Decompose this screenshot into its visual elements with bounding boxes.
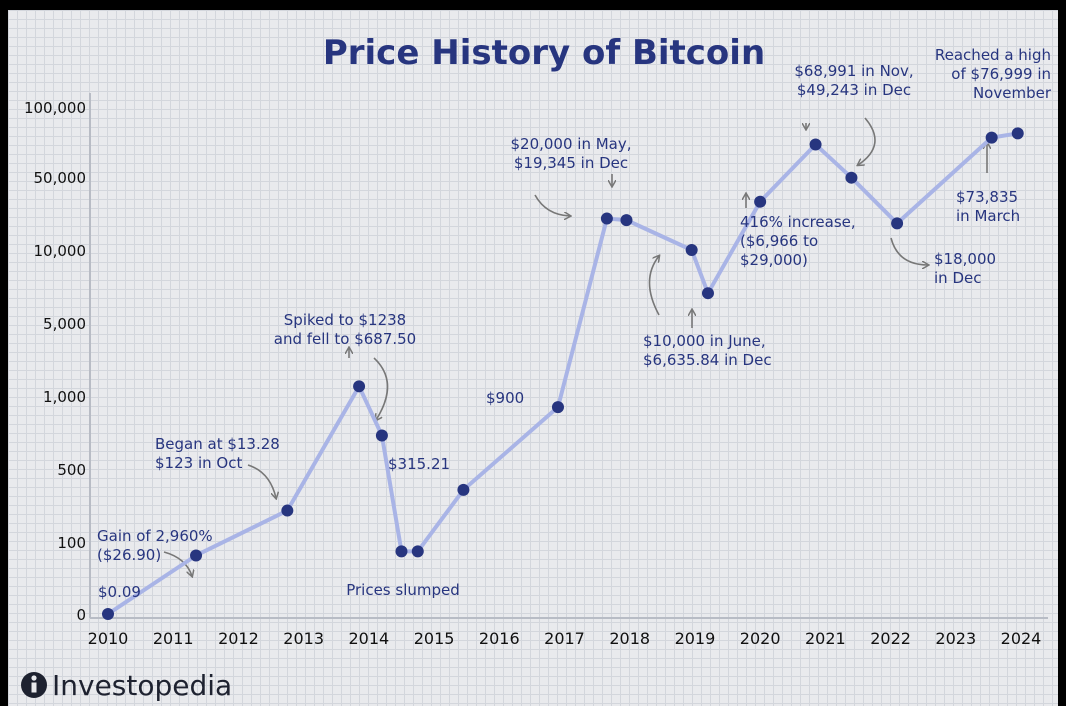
data-point <box>411 545 424 558</box>
x-tick-label: 2022 <box>870 629 911 648</box>
x-tick-label: 2012 <box>218 629 259 648</box>
data-point <box>375 429 388 442</box>
annotation-label: $315.21 <box>388 455 450 473</box>
data-point <box>353 380 366 393</box>
x-tick-label: 2011 <box>153 629 194 648</box>
data-point <box>845 171 858 184</box>
x-tick-labels: 2010 2011 2012 2013 2014 2015 2016 2017 2018 2019… <box>88 629 1042 648</box>
data-point <box>281 504 294 517</box>
x-tick-label: 2019 <box>675 629 716 648</box>
annotation-label: $73,835 in March <box>956 188 1020 225</box>
x-tick-label: 2010 <box>88 629 129 648</box>
y-tick-labels: 100,000 50,000 10,000 5,000 1,000 500 100 0 <box>24 99 86 624</box>
data-point <box>395 545 408 558</box>
x-tick-label: 2014 <box>348 629 389 648</box>
y-tick-label: 0 <box>76 606 86 624</box>
annotation-label: Reached a high of $76,999 in November <box>935 46 1052 102</box>
y-tick-label: 5,000 <box>43 315 86 333</box>
x-tick-label: 2017 <box>544 629 585 648</box>
data-point <box>809 138 822 151</box>
annotation-arrow <box>648 256 660 316</box>
x-tick-label: 2024 <box>1001 629 1042 648</box>
brand-name: Investopedia <box>52 669 232 702</box>
annotation-arrow <box>247 464 276 498</box>
annotation-label: $10,000 in June, $6,635.84 in Dec <box>643 332 772 369</box>
x-tick-label: 2020 <box>740 629 781 648</box>
y-tick-label: 100 <box>57 534 86 552</box>
annotation-label: $900 <box>486 389 524 407</box>
data-point <box>891 217 904 230</box>
annotation-arrow <box>858 117 876 165</box>
x-tick-label: 2018 <box>609 629 650 648</box>
annotation-label: Prices slumped <box>346 581 460 599</box>
data-point <box>985 131 998 144</box>
annotation-label: $68,991 in Nov, $49,243 in Dec <box>794 62 913 99</box>
data-point <box>754 195 767 208</box>
data-point <box>102 608 114 620</box>
y-tick-label: 500 <box>57 461 86 479</box>
annotation-label: $0.09 <box>98 583 141 601</box>
chart-frame: Price History of Bitcoin 100,000 50,000 10… <box>8 10 1058 706</box>
x-tick-label: 2021 <box>805 629 846 648</box>
chart-title: Price History of Bitcoin <box>323 33 765 73</box>
annotation-label: Spiked to $1238 and fell to $687.50 <box>274 311 416 348</box>
annotation-arrow <box>373 357 389 420</box>
x-tick-label: 2016 <box>479 629 520 648</box>
y-tick-label: 50,000 <box>34 169 87 187</box>
data-point <box>701 287 714 300</box>
annotation-label: Gain of 2,960% ($26.90) <box>97 527 213 564</box>
annotation-arrow <box>890 237 928 265</box>
annotation-arrow <box>163 551 192 576</box>
x-tick-label: 2013 <box>283 629 324 648</box>
data-points <box>102 127 1024 620</box>
price-history-chart: Price History of Bitcoin 100,00050,00010… <box>21 33 1052 702</box>
y-tick-label: 10,000 <box>34 242 87 260</box>
series-line <box>106 131 1019 616</box>
data-point <box>685 244 698 256</box>
data-point <box>551 401 564 414</box>
data-point <box>1011 127 1024 140</box>
annotation-arrows <box>163 117 987 576</box>
annotation-label: 416% increase, ($6,966 to $29,000) <box>740 213 856 269</box>
data-point <box>600 212 613 225</box>
investopedia-logo: Investopedia <box>21 669 232 702</box>
annotation-label: $18,000 in Dec <box>934 250 996 287</box>
annotation-arrow <box>534 194 570 216</box>
y-tick-label: 1,000 <box>43 388 86 406</box>
x-tick-label: 2015 <box>414 629 455 648</box>
data-point <box>457 483 470 496</box>
y-tick-label: 100,000 <box>24 99 86 117</box>
data-point <box>190 549 203 562</box>
annotation-label: Began at $13.28 $123 in Oct <box>155 435 280 472</box>
data-point <box>620 214 633 227</box>
annotations: $0.09 Gain of 2,960% ($26.90) Began at $13.… <box>97 46 1052 601</box>
annotation-label: $20,000 in May, $19,345 in Dec <box>510 135 631 172</box>
x-tick-label: 2023 <box>935 629 976 648</box>
